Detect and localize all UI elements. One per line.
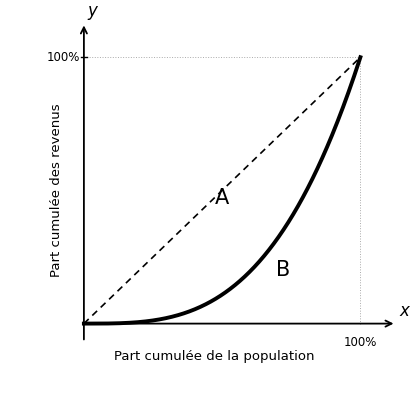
- Text: 100%: 100%: [344, 336, 377, 349]
- Text: x: x: [399, 302, 409, 320]
- Text: A: A: [215, 188, 229, 209]
- Text: Part cumulée de la population: Part cumulée de la population: [113, 350, 314, 363]
- Text: 100%: 100%: [46, 51, 80, 64]
- Text: B: B: [276, 260, 290, 280]
- Text: Part cumulée des revenus: Part cumulée des revenus: [50, 103, 63, 277]
- Text: y: y: [87, 2, 97, 20]
